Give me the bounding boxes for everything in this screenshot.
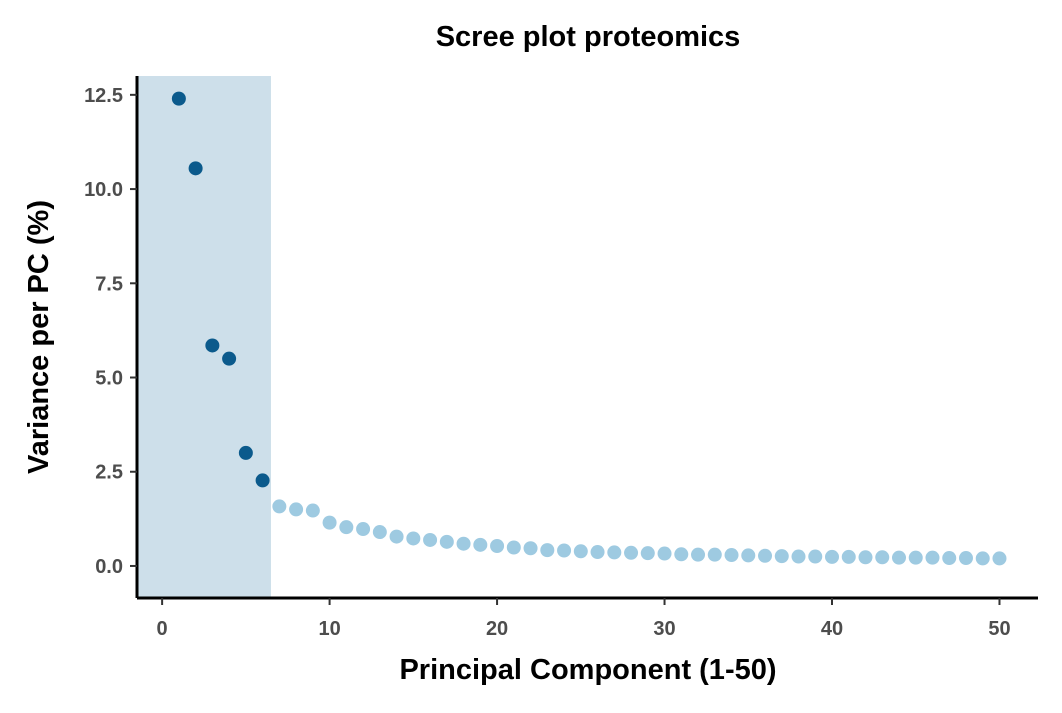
y-tick-label: 5.0 [95,368,123,390]
data-point [289,502,304,517]
data-point [557,543,572,558]
data-point [774,549,789,564]
data-point [657,546,672,561]
data-point [975,551,990,566]
chart-title: Scree plot proteomics [436,21,741,53]
data-point [322,515,337,530]
data-point [490,538,505,553]
data-point [339,520,354,535]
x-tick-label: 20 [486,618,508,640]
data-point [808,549,823,564]
x-tick-label: 50 [988,618,1010,640]
data-point [389,529,404,544]
data-point [590,545,605,560]
data-point [439,534,454,549]
data-point [942,551,957,566]
y-tick-label: 0.0 [95,556,123,578]
data-point [222,351,237,366]
data-point [741,548,756,563]
data-point [707,547,722,562]
x-tick-label: 30 [653,618,675,640]
x-ticks: 0 10 20 30 40 50 [157,598,1011,640]
data-point [540,543,555,558]
data-point [406,531,421,546]
data-point [758,548,773,563]
data-point [841,549,856,564]
x-axis-title: Principal Component (1-50) [399,654,776,686]
data-point [523,541,538,556]
data-point [607,545,622,560]
data-point [791,549,806,564]
data-point [992,551,1007,566]
data-point [691,547,706,562]
data-point [958,551,973,566]
y-axis-title: Variance per PC (%) [23,200,55,474]
x-tick-label: 40 [821,618,843,640]
highlight-region [137,76,271,598]
data-point [205,338,220,353]
data-point [372,525,387,540]
data-point [891,550,906,565]
data-point [305,503,320,518]
data-point [908,550,923,565]
data-point [171,91,186,106]
data-point [925,550,940,565]
data-point [238,445,253,460]
x-tick-label: 0 [157,618,168,640]
data-point [624,545,639,560]
y-tick-label: 10.0 [84,179,123,201]
data-point [188,161,203,176]
data-point [858,550,873,565]
data-point [674,547,689,562]
y-tick-label: 2.5 [95,462,123,484]
data-point [640,546,655,561]
y-ticks: 0.0 2.5 5.0 7.5 10.0 12.5 [84,85,137,578]
points-layer [171,91,1007,566]
y-tick-label: 7.5 [95,273,123,295]
x-tick-label: 10 [318,618,340,640]
data-point [724,548,739,563]
data-point [255,473,270,488]
data-point [272,499,287,514]
data-point [875,550,890,565]
data-point [506,540,521,555]
data-point [423,532,438,547]
data-point [573,544,588,559]
data-point [825,549,840,564]
data-point [456,536,471,551]
data-point [473,537,488,552]
data-point [356,522,371,537]
y-tick-label: 12.5 [84,85,123,107]
